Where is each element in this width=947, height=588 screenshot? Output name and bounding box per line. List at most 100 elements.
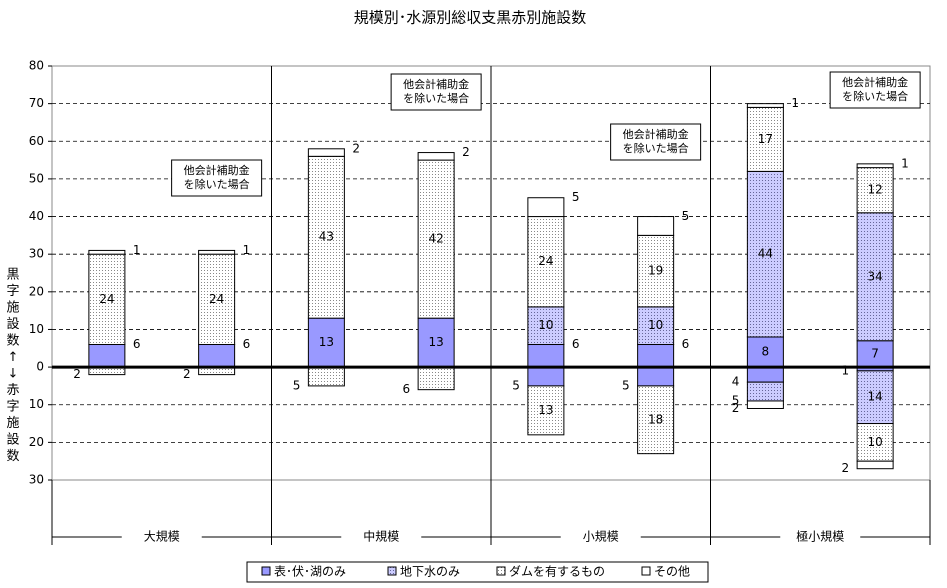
bar-segment bbox=[856, 370, 894, 425]
annotation-box bbox=[829, 71, 921, 109]
bar-segment bbox=[637, 385, 675, 455]
bar-segment bbox=[307, 366, 345, 387]
data-label: 5 bbox=[682, 209, 690, 223]
annotation-text: を除いた場合 bbox=[623, 141, 689, 155]
data-label: 5 bbox=[732, 393, 740, 407]
data-label: 13 bbox=[538, 403, 553, 417]
bar-segment bbox=[746, 381, 784, 402]
y-tick-label: 30 bbox=[29, 247, 44, 261]
bar-segment bbox=[527, 344, 565, 368]
bar-segment bbox=[856, 460, 894, 470]
data-label: 2 bbox=[352, 141, 360, 155]
bar-segment bbox=[417, 152, 455, 161]
annotation-text: 他会計補助金 bbox=[842, 75, 908, 89]
y-axis-label: 赤 bbox=[6, 383, 19, 398]
data-label: 6 bbox=[133, 337, 141, 351]
bar-segment bbox=[746, 170, 784, 338]
annotation-text: 他会計補助金 bbox=[623, 127, 689, 141]
data-label: 1 bbox=[243, 243, 251, 257]
bar-segment bbox=[417, 317, 455, 368]
annotation-text: を除いた場合 bbox=[403, 91, 469, 105]
data-label: 10 bbox=[648, 318, 663, 332]
data-label: 6 bbox=[572, 337, 580, 351]
group-label: 中規模 bbox=[363, 529, 399, 544]
y-tick-label: 30 bbox=[29, 473, 44, 487]
data-label: 2 bbox=[462, 145, 470, 159]
annotation-box bbox=[390, 73, 482, 111]
group-label-bg bbox=[780, 528, 861, 546]
data-label: 14 bbox=[867, 390, 882, 404]
legend-swatch bbox=[641, 566, 651, 576]
bar-segment bbox=[527, 306, 565, 346]
data-label: 5 bbox=[572, 190, 580, 204]
bar-segment bbox=[88, 249, 126, 255]
bar-segment bbox=[88, 344, 126, 368]
y-axis-label: 数 bbox=[6, 449, 19, 464]
data-label: 10 bbox=[538, 318, 553, 332]
bar-segment bbox=[527, 366, 565, 387]
legend-label: ダムを有するもの bbox=[509, 564, 605, 579]
group-label: 極小規模 bbox=[796, 529, 844, 544]
bar-segment bbox=[88, 253, 126, 346]
data-label: 2 bbox=[841, 461, 849, 475]
data-label: 17 bbox=[758, 132, 773, 146]
data-label: 42 bbox=[428, 232, 443, 246]
annotation-text: 他会計補助金 bbox=[184, 163, 250, 177]
y-tick-label: 10 bbox=[29, 322, 44, 336]
data-label: 2 bbox=[73, 367, 81, 381]
bar-segment bbox=[417, 366, 455, 391]
group-label-bg bbox=[560, 528, 641, 546]
bar-segment bbox=[527, 216, 565, 308]
bar-segment bbox=[417, 159, 455, 319]
annotation-box bbox=[610, 123, 702, 161]
data-label: 1 bbox=[901, 156, 909, 170]
data-label: 5 bbox=[622, 378, 630, 392]
bar-segment bbox=[307, 148, 345, 157]
bar-segment bbox=[527, 385, 565, 436]
legend-label: その他 bbox=[654, 565, 690, 579]
bar-segment bbox=[198, 253, 236, 346]
bar-segment bbox=[637, 234, 675, 308]
bar-segment bbox=[198, 249, 236, 255]
bar-segment bbox=[856, 423, 894, 462]
chart-title: 規模別･水源別総収支黒赤別施設数 bbox=[354, 9, 587, 27]
data-label: 24 bbox=[209, 292, 224, 306]
data-label: 4 bbox=[732, 375, 740, 389]
bar-segment bbox=[637, 366, 675, 387]
y-axis-label: 字 bbox=[6, 284, 19, 299]
data-label: 24 bbox=[99, 292, 114, 306]
data-label: 6 bbox=[402, 382, 410, 396]
data-label: 5 bbox=[512, 378, 520, 392]
data-label: 1 bbox=[133, 243, 141, 257]
bar-segment bbox=[198, 344, 236, 368]
data-label: 6 bbox=[243, 337, 251, 351]
data-label: 18 bbox=[648, 412, 663, 426]
bar-segment bbox=[637, 306, 675, 346]
annotation-text: 他会計補助金 bbox=[403, 77, 469, 91]
data-label: 12 bbox=[867, 183, 882, 197]
y-axis-label: 字 bbox=[6, 400, 19, 415]
y-tick-label: 0 bbox=[36, 360, 44, 374]
data-label: 13 bbox=[319, 335, 334, 349]
y-axis-label: 黒 bbox=[6, 268, 19, 283]
y-tick-label: 80 bbox=[29, 59, 44, 73]
annotation-box bbox=[171, 159, 263, 197]
data-label: 13 bbox=[428, 335, 443, 349]
y-tick-label: 40 bbox=[29, 209, 44, 223]
annotation-text: を除いた場合 bbox=[842, 89, 908, 103]
y-axis-label: ↓ bbox=[8, 367, 19, 382]
y-axis-label: ↑ bbox=[8, 350, 19, 365]
bar-segment bbox=[856, 340, 894, 368]
annotation-text: を除いた場合 bbox=[184, 177, 250, 191]
legend-label: 表･伏･湖のみ bbox=[274, 564, 346, 579]
y-tick-label: 70 bbox=[29, 96, 44, 110]
data-label: 44 bbox=[758, 247, 773, 261]
legend-swatch bbox=[261, 566, 271, 576]
legend-label: 地下水のみ bbox=[400, 565, 460, 579]
bar-segment bbox=[746, 103, 784, 108]
y-tick-label: 60 bbox=[29, 134, 44, 148]
data-label: 2 bbox=[732, 401, 740, 415]
y-tick-label: 20 bbox=[29, 435, 44, 449]
bar-segment bbox=[746, 400, 784, 409]
